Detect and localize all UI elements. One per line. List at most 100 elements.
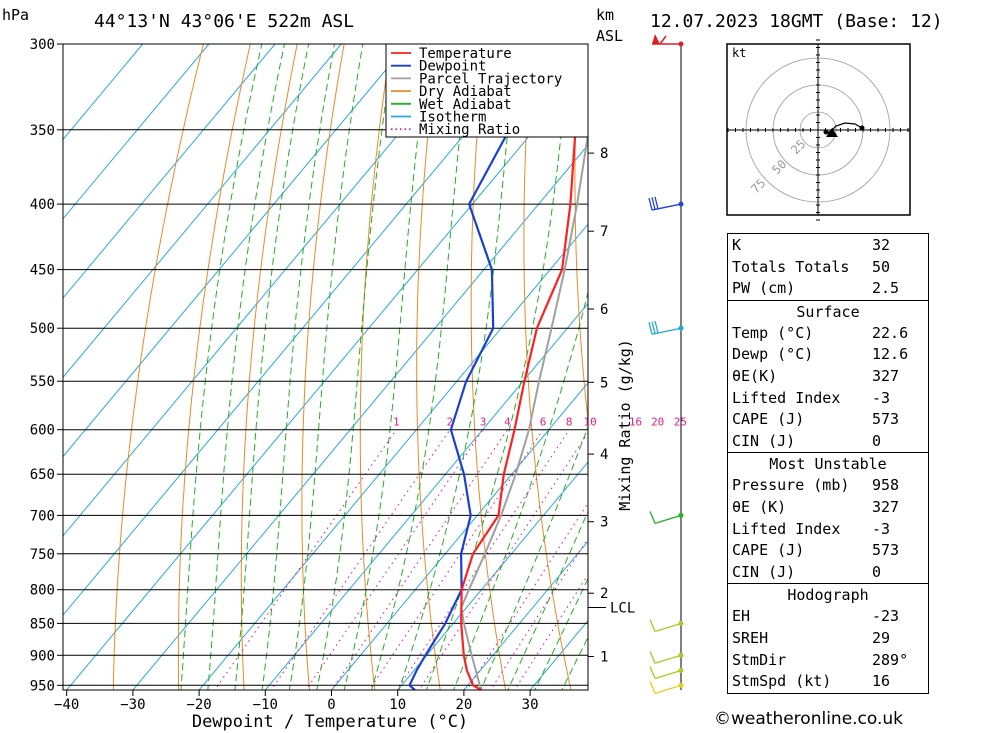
pressure-tick-label: 650: [30, 467, 55, 483]
stat-row: θE(K) 327: [732, 366, 900, 385]
wind-barb-staff: [651, 327, 682, 335]
temperature-tick-label: 30: [522, 697, 539, 713]
km-tick-label: 5: [600, 375, 608, 391]
km-tick-label: 1: [600, 650, 608, 666]
wind-barb-tick: [651, 321, 656, 334]
temperature-tick-label: −40: [54, 697, 79, 713]
mixing-ratio-label: 2: [447, 416, 454, 429]
parcel-trajectory-line: [460, 128, 588, 690]
dry-adiabat-line: [301, 44, 345, 690]
wind-barb-staff: [654, 654, 682, 664]
wind-barb: [649, 681, 684, 694]
wind-barb: [649, 666, 684, 680]
temperature-tick-label: −30: [120, 697, 145, 713]
wind-barb-tick: [654, 196, 659, 210]
temperature-tick-label: 10: [389, 697, 406, 713]
km-axis: 8 7 6 5 4 3 2 1 LCL: [588, 146, 635, 666]
temperature-axis-labels: −40 −30 −20 −10 0 10 20 30: [54, 690, 539, 713]
dry-adiabat-line: [523, 44, 572, 690]
wind-barb: [648, 196, 684, 211]
legend-label: Dewpoint: [419, 59, 486, 75]
wind-barb-tick: [648, 197, 653, 211]
pressure-tick-label: 400: [30, 197, 55, 213]
stat-row: CIN (J) 0: [732, 431, 882, 450]
credit-link[interactable]: ©weatheronline.co.uk: [714, 709, 904, 729]
temperature-tick-label: −10: [253, 697, 278, 713]
km-tick-label: 6: [600, 302, 608, 318]
mixing-ratio-label: 1: [393, 416, 400, 429]
stats-surface: Surface Temp (°C) 22.6 Dewp (°C) 12.6 θE(K…: [728, 301, 928, 454]
isotherm-line: [63, 44, 475, 537]
km-tick-label: 2: [600, 586, 608, 602]
isotherm-line: [63, 44, 408, 458]
wet-adiabat-line: [261, 44, 335, 690]
isotherm-line: [63, 44, 276, 299]
legend-label: Temperature: [419, 46, 512, 62]
wind-barb-tick: [649, 619, 656, 632]
isotherm-line: [63, 44, 541, 616]
mixing-ratio-label: 10: [583, 416, 596, 429]
wind-barb-tick: [651, 197, 656, 210]
pressure-tick-label: 550: [30, 374, 55, 390]
km-unit-label: km: [596, 6, 614, 24]
km-tick-label: 7: [600, 224, 608, 240]
stat-row: CAPE (J) 573: [732, 541, 900, 560]
mixing-ratio-label: 3: [480, 416, 487, 429]
wet-adiabat-line: [398, 44, 518, 690]
mixing-ratio-line: [489, 537, 588, 690]
stats-hodograph: Hodograph EH -23 SREH 29 StmDir 289° StmSpd…: [728, 584, 928, 692]
wind-barb-tick: [649, 511, 656, 524]
isotherm-line: [463, 540, 588, 690]
legend-box: [385, 43, 589, 138]
wind-barb-staff: [654, 669, 682, 680]
stat-row: EH -23: [732, 607, 900, 626]
wind-barb-dot: [678, 620, 684, 626]
mixing-ratio-line: [466, 502, 588, 690]
pressure-tick-label: 800: [30, 583, 55, 599]
mixing-ratio-label: 6: [540, 416, 547, 429]
dry-adiabat-line: [954, 44, 1000, 691]
temperature-tick-label: −20: [186, 697, 211, 713]
datetime-title: 12.07.2023 18GMT (Base: 12): [650, 11, 943, 32]
wet-adiabat-line: [234, 44, 310, 690]
wind-barb-tick: [649, 651, 656, 664]
wind-barb-tick: [649, 666, 656, 679]
wind-barb-staff: [654, 622, 682, 633]
pressure-tick-label: 900: [30, 648, 55, 664]
stat-row-k: K 32: [732, 236, 891, 254]
lcl-label: LCL: [610, 601, 635, 617]
wind-barb-staff: [654, 514, 682, 525]
pressure-tick-label: 300: [30, 37, 55, 53]
wind-barb-staff: [651, 203, 682, 211]
stat-row: θE (K) 327: [732, 497, 900, 516]
pressure-tick-label: 700: [30, 508, 55, 524]
stat-row: SREH 29: [732, 628, 891, 647]
km-tick-label: 8: [600, 146, 608, 162]
mixing-ratio-axis-title: Mixing Ratio (g/kg): [616, 339, 634, 511]
stat-row: Lifted Index -3: [732, 519, 891, 538]
mixing-ratio-label: 4: [504, 416, 511, 429]
legend-label: Isotherm: [419, 110, 486, 126]
legend-label: Mixing Ratio: [419, 122, 520, 138]
wind-barbs: [648, 34, 684, 694]
wind-barb-dot: [678, 682, 684, 688]
location-title: 44°13'N 43°06'E 522m ASL: [94, 11, 354, 32]
wet-adiabat-line: [561, 636, 588, 690]
wind-barb-tick: [648, 322, 653, 335]
wet-adiabat-line: [425, 44, 572, 690]
km-tick-label: 4: [600, 447, 608, 463]
wind-barb-pennant: [652, 34, 660, 44]
wind-barb-dot: [678, 512, 684, 518]
most-unstable-title: Most Unstable: [769, 455, 887, 474]
km-tick-label: 3: [600, 515, 608, 531]
isotherm-line: [198, 223, 588, 690]
wet-adiabat-line: [480, 425, 588, 690]
stat-row-totals: Totals Totals 50: [732, 257, 891, 276]
hodograph-unit: kt: [732, 46, 746, 60]
stats-panel: K 32 Totals Totals 50 PW (cm) 2.5 Surface T…: [727, 233, 929, 694]
pressure-unit-label: hPa: [2, 6, 29, 24]
dry-adiabat-line: [177, 44, 251, 690]
pressure-tick-label: 950: [30, 678, 55, 694]
isotherm-line: [63, 44, 210, 220]
